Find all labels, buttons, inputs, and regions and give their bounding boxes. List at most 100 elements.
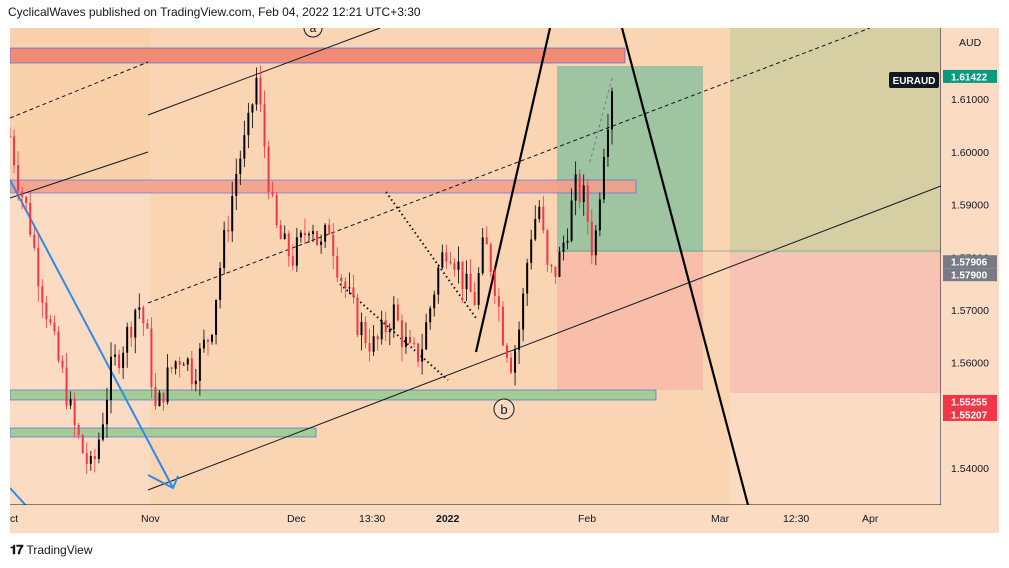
candle-body [574,174,577,201]
thick-down-line [620,28,750,505]
candle-body [340,277,343,282]
candle-body [518,329,521,350]
candle-body [611,91,613,130]
candle-body [275,194,278,226]
candle-body [194,380,197,385]
candle-body [433,294,436,309]
candle-body [586,185,589,222]
candle-body [93,456,96,460]
candle-body [118,354,121,369]
candle-body [380,320,383,340]
currency-label: AUD [959,37,982,49]
candle-body [522,293,525,330]
y-tick: 1.57000 [951,305,989,317]
candle-body [465,273,468,290]
candle-body [295,237,298,266]
candle-body [215,299,218,335]
candle-body [303,232,306,236]
candle-body [413,342,416,344]
candle-body [267,146,270,192]
candle-body [134,309,137,338]
candle-body [590,221,593,256]
candle-body [105,399,108,425]
channel-top-line-2 [10,151,149,199]
x-tick: Mar [711,513,730,525]
candle-body [13,136,16,166]
candle-body [372,336,375,352]
tradingview-logo-icon: 𝟏𝟕 [10,542,24,557]
candle-body [429,308,432,323]
candle-body [404,336,407,347]
candle-body [110,356,113,400]
candle-body [174,361,177,369]
wave-label-b: b [493,398,515,420]
candle-body [501,306,504,346]
candle-body [514,349,517,373]
candle-body [485,237,488,245]
candle-body [332,234,335,256]
candle-body [441,252,444,268]
zone-right-top [730,28,941,253]
candle-body [65,367,68,406]
x-tick: 13:30 [359,513,385,525]
candle-body [37,247,40,287]
candle-body [178,361,181,365]
candle-body [299,232,302,238]
candle-body [57,331,60,361]
symbol-label: EURAUD [893,76,936,87]
chart[interactable]: a b 1.540001.560001.570001.579061.590001… [0,0,1009,540]
candle-body [114,354,117,357]
candle-body [392,304,395,330]
price-badges: 1.61422 1.57906 1.57900 1.55255 1.55207 [943,69,997,421]
candle-body [49,319,52,323]
price-badge [943,255,997,269]
candle-body [61,360,64,368]
candle-body [25,196,28,203]
candle-body [546,230,549,265]
dotted-line-1 [385,191,477,319]
channel-mid-dashed-2 [10,61,149,119]
candle-body [417,343,420,362]
price-badge [943,407,997,421]
candle-body [142,307,145,324]
time-axis[interactable] [10,505,999,533]
candle-body [239,158,242,174]
wave-label-a: a [303,28,323,38]
candle-body [138,307,141,310]
candle-body [530,239,533,263]
candle-body [45,302,48,320]
tradingview-footer: 𝟏𝟕 TradingView [10,542,93,558]
candle-body [33,234,36,248]
candle-body [493,272,496,297]
candle-body [594,230,597,256]
candle-body [41,286,44,303]
profit-zone [557,66,703,252]
publisher-header: CyclicalWaves published on TradingView.c… [8,5,421,19]
candle-body [542,206,545,231]
y-tick: 1.60000 [951,147,989,159]
x-tick: 2022 [436,513,460,525]
candle-body [388,329,391,333]
candle-body [457,261,460,270]
resistance-box-mid [10,179,637,194]
x-tick: Apr [862,513,879,525]
candle-body [283,233,286,240]
candle-body [186,358,189,365]
candle-body [211,334,214,342]
candle-body [85,453,88,464]
candle-body [425,322,428,350]
candle-body [356,297,359,336]
candle-body [352,287,355,298]
candle-body [554,266,557,277]
candle-body [509,357,512,373]
candle-body [328,224,331,235]
candle-body [251,104,254,113]
y-tick: 1.56000 [951,358,989,370]
candle-body [582,185,585,203]
candle-body [606,129,609,157]
price-badge-label: 1.55255 [951,397,988,408]
candle-body [526,262,529,294]
candle-body [602,156,605,200]
candle-body [566,240,569,243]
blue-arrow-head [147,474,179,490]
